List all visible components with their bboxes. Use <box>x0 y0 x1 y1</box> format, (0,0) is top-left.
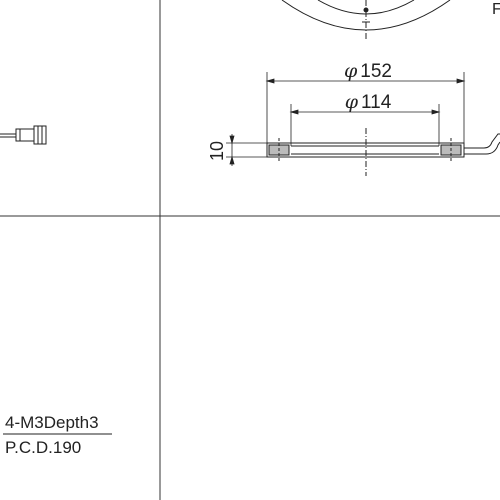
connector-head <box>33 125 47 145</box>
outer-diameter-value: 152 <box>360 61 392 82</box>
outer-arrow-left <box>265 78 275 84</box>
thickness-arrow-bottom <box>229 155 235 165</box>
thickness-label: 10 <box>207 141 227 161</box>
outer-diameter-dimension <box>265 72 466 146</box>
outer-diameter-label: φ 152 <box>344 60 392 82</box>
ring-cable <box>464 133 500 155</box>
cable-outline-upper <box>464 133 500 149</box>
inner-diameter-dimension <box>289 104 441 146</box>
pcd-callout: P.C.D.190 <box>5 438 81 457</box>
ring-top-view <box>281 0 451 40</box>
thread-callout: 4-M3Depth3 <box>5 413 99 432</box>
inner-arrow-right <box>431 109 441 115</box>
mount-hole-marker <box>363 7 369 13</box>
thickness-dimension <box>226 134 267 166</box>
inner-diameter-symbol: φ <box>345 91 359 113</box>
outer-arrow-right <box>456 78 466 84</box>
inner-diameter-label: φ 114 <box>345 91 392 113</box>
connector-body <box>15 128 35 142</box>
edge-fragment-text: F <box>492 1 500 18</box>
cable-outline-lower <box>464 141 500 155</box>
outer-diameter-symbol: φ <box>344 60 358 82</box>
ring-side-view <box>266 128 465 176</box>
thickness-arrow-top <box>229 135 235 145</box>
inner-arrow-left <box>289 109 299 115</box>
inner-diameter-value: 114 <box>361 92 392 113</box>
connector-plug <box>0 125 47 145</box>
